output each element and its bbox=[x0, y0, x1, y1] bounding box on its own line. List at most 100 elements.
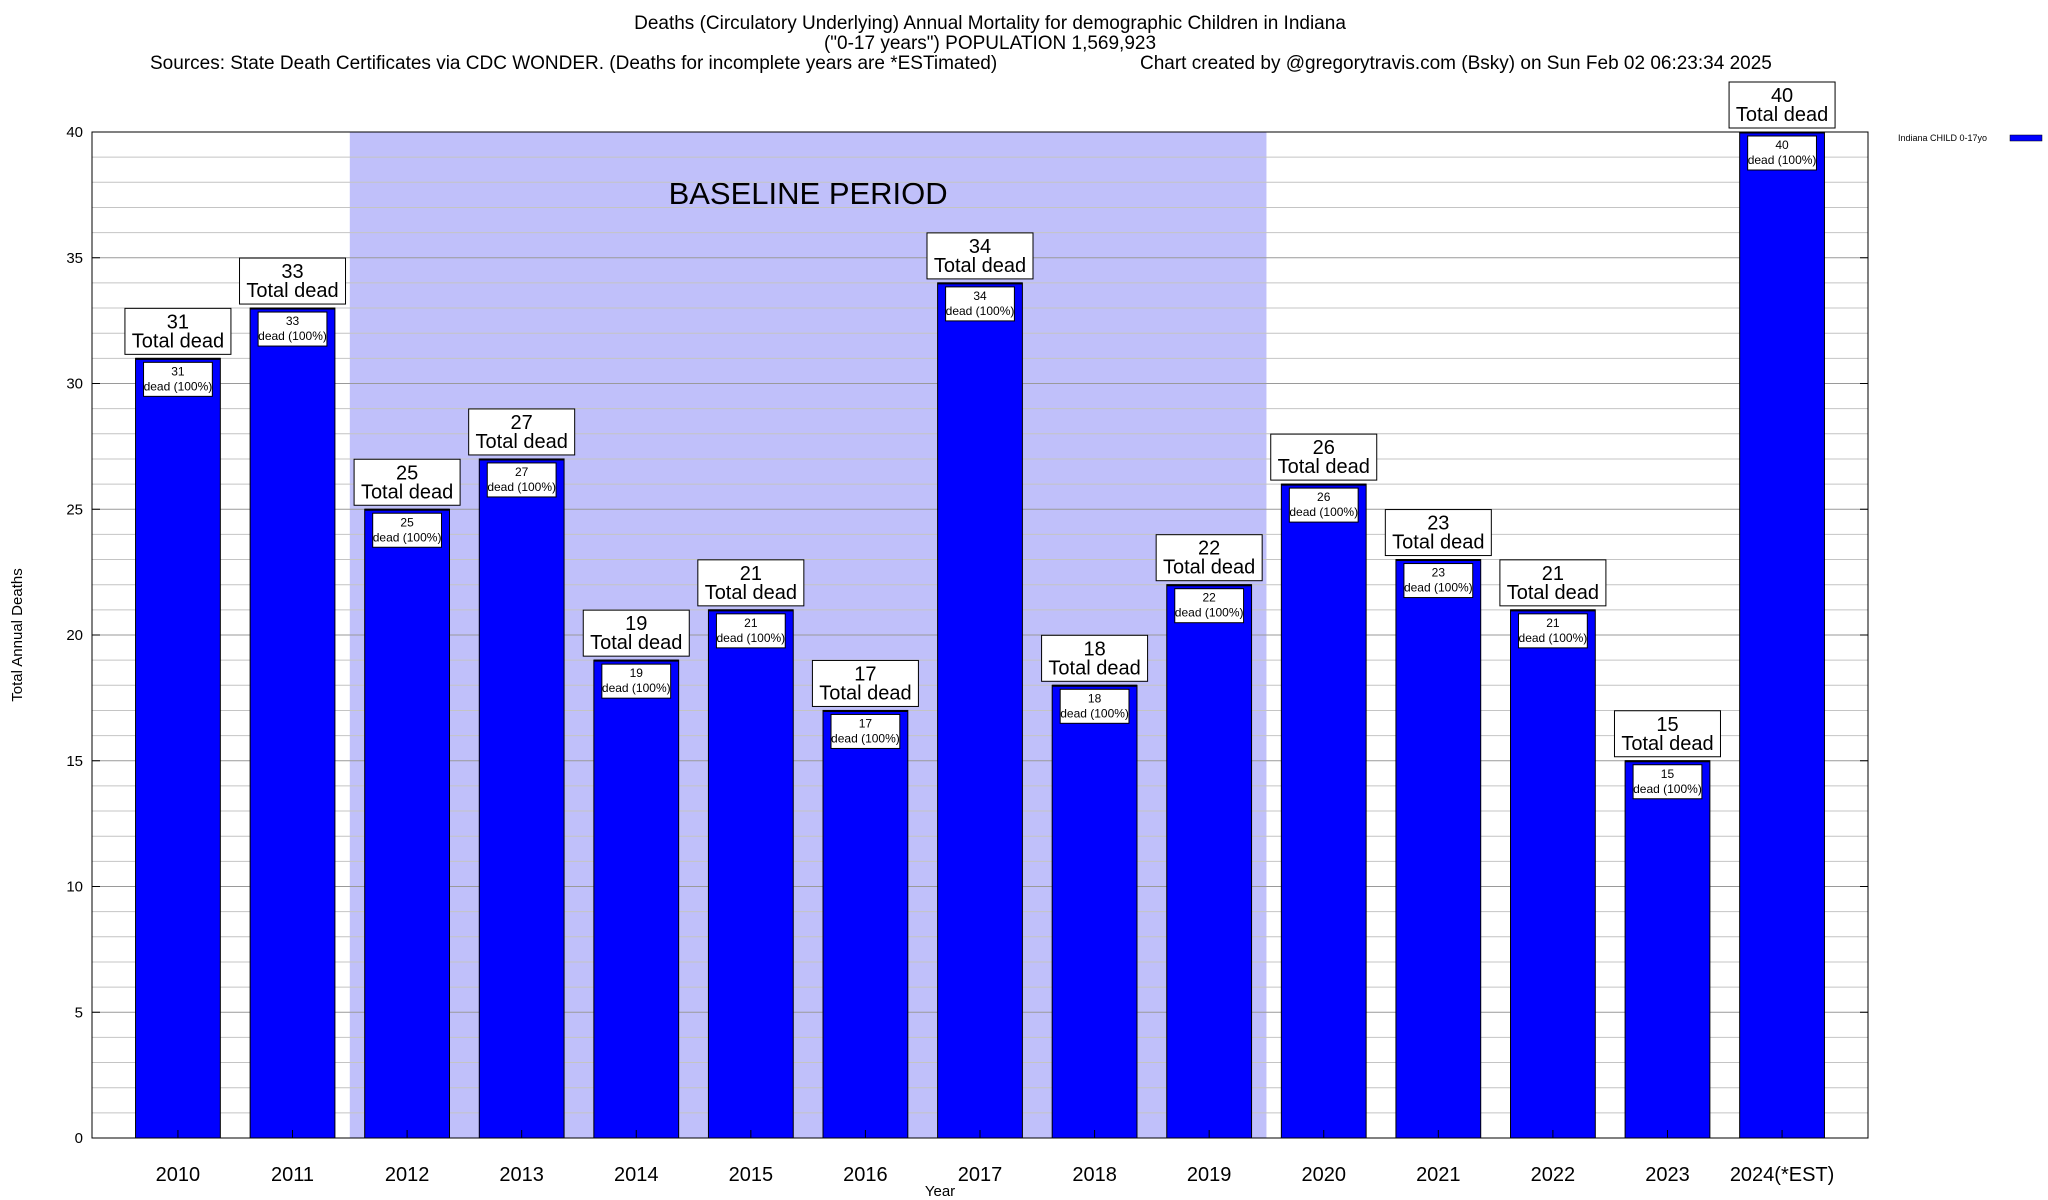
inner-label-text: dead (100%) bbox=[946, 304, 1015, 318]
bar bbox=[1510, 609, 1596, 1139]
x-axis-label: Year bbox=[925, 1183, 955, 1200]
inner-label-box bbox=[1288, 487, 1359, 523]
x-tick-label: 2016 bbox=[843, 1164, 888, 1186]
total-label-value: 21 bbox=[1542, 563, 1564, 585]
inner-label-box bbox=[1174, 588, 1245, 624]
total-label-text: Total dead bbox=[1621, 733, 1713, 755]
inner-label-box bbox=[945, 286, 1015, 322]
total-label-box bbox=[1041, 634, 1149, 682]
inner-label-box bbox=[1747, 135, 1817, 171]
total-label-value: 27 bbox=[511, 412, 533, 434]
inner-label-value: 17 bbox=[859, 716, 873, 730]
x-tick-label: 2013 bbox=[499, 1164, 544, 1186]
inner-label-box bbox=[715, 613, 786, 649]
inner-label-value: 15 bbox=[1661, 767, 1675, 781]
bar bbox=[249, 307, 336, 1139]
inner-label-box bbox=[1632, 764, 1703, 800]
y-tick-label: 10 bbox=[66, 879, 83, 896]
inner-label-text: dead (100%) bbox=[373, 530, 442, 544]
inner-label-text: dead (100%) bbox=[1519, 631, 1588, 645]
inner-label-value: 26 bbox=[1317, 490, 1331, 504]
x-tick-label: 2017 bbox=[958, 1164, 1003, 1186]
total-label-box bbox=[926, 232, 1034, 280]
x-tick-label: 2020 bbox=[1301, 1164, 1346, 1186]
total-label-box bbox=[1384, 509, 1492, 557]
inner-label-text: dead (100%) bbox=[144, 379, 213, 393]
legend: Indiana CHILD 0-17yo bbox=[1898, 133, 2043, 143]
total-label-text: Total dead bbox=[819, 682, 911, 704]
bar bbox=[1051, 684, 1138, 1139]
inner-label-box bbox=[1059, 688, 1130, 724]
x-tick-label: 2019 bbox=[1187, 1164, 1232, 1186]
x-tick-label: 2021 bbox=[1416, 1164, 1461, 1186]
inner-label-text: dead (100%) bbox=[1289, 505, 1358, 519]
inner-label-value: 18 bbox=[1088, 691, 1102, 705]
inner-label-value: 19 bbox=[630, 666, 644, 680]
bar bbox=[478, 458, 565, 1139]
bar bbox=[1280, 483, 1367, 1139]
total-label-value: 25 bbox=[396, 462, 418, 484]
total-label-box bbox=[468, 408, 576, 456]
total-label-box bbox=[1499, 559, 1607, 607]
bar bbox=[707, 609, 794, 1139]
inner-label-value: 27 bbox=[515, 465, 529, 479]
total-label-value: 26 bbox=[1313, 437, 1335, 459]
total-label-box bbox=[239, 257, 347, 305]
x-tick-label: 2024(*EST) bbox=[1730, 1164, 1835, 1186]
total-label-box bbox=[582, 609, 690, 657]
total-label-value: 33 bbox=[281, 261, 303, 283]
total-label-text: Total dead bbox=[705, 582, 797, 604]
y-tick-label: 5 bbox=[75, 1004, 83, 1021]
inner-label-box bbox=[372, 512, 442, 548]
inner-label-box bbox=[257, 311, 328, 347]
chart-title: Deaths (Circulatory Underlying) Annual M… bbox=[634, 13, 1346, 34]
inner-label-text: dead (100%) bbox=[602, 681, 671, 695]
inner-label-text: dead (100%) bbox=[1748, 153, 1817, 167]
bar bbox=[937, 282, 1023, 1139]
x-tick-label: 2018 bbox=[1072, 1164, 1117, 1186]
baseline-label: BASELINE PERIOD bbox=[669, 176, 948, 211]
inner-label-text: dead (100%) bbox=[831, 731, 900, 745]
inner-label-box bbox=[143, 361, 213, 397]
inner-label-text: dead (100%) bbox=[1633, 782, 1702, 796]
y-tick-label: 35 bbox=[66, 250, 83, 267]
x-tick-label: 2011 bbox=[271, 1164, 314, 1186]
inner-label-value: 21 bbox=[1546, 616, 1560, 630]
legend-entry-label: Indiana CHILD 0-17yo bbox=[1898, 133, 1987, 143]
y-tick-label: 40 bbox=[66, 124, 83, 141]
x-tick-label: 2022 bbox=[1531, 1164, 1576, 1186]
inner-label-box bbox=[830, 713, 901, 749]
inner-label-text: dead (100%) bbox=[1060, 706, 1129, 720]
y-tick-label: 25 bbox=[66, 501, 83, 518]
inner-label-value: 25 bbox=[400, 515, 414, 529]
total-label-text: Total dead bbox=[1048, 657, 1140, 679]
x-tick-label: 2014 bbox=[614, 1164, 659, 1186]
legend-swatch bbox=[2009, 134, 2043, 142]
total-label-value: 22 bbox=[1198, 538, 1220, 560]
total-label-box bbox=[353, 458, 461, 506]
total-label-value: 23 bbox=[1427, 513, 1449, 535]
y-tick-label: 0 bbox=[75, 1130, 83, 1147]
bar bbox=[1739, 131, 1825, 1139]
inner-label-text: dead (100%) bbox=[1404, 581, 1473, 595]
total-label-value: 18 bbox=[1083, 638, 1105, 660]
inner-label-text: dead (100%) bbox=[487, 480, 556, 494]
total-label-text: Total dead bbox=[590, 632, 682, 654]
inner-label-box bbox=[1403, 563, 1474, 599]
total-label-box bbox=[1728, 81, 1836, 129]
total-label-text: Total dead bbox=[246, 280, 338, 302]
bar bbox=[593, 659, 680, 1139]
inner-label-value: 33 bbox=[286, 314, 300, 328]
y-tick-label: 20 bbox=[66, 627, 83, 644]
x-tick-label: 2012 bbox=[385, 1164, 430, 1186]
y-axis-label: Total Annual Deaths bbox=[9, 568, 26, 701]
y-tick-label: 15 bbox=[66, 753, 83, 770]
total-label-text: Total dead bbox=[1392, 532, 1484, 554]
total-label-value: 34 bbox=[969, 236, 991, 258]
total-label-value: 31 bbox=[167, 311, 189, 333]
total-label-box bbox=[811, 659, 919, 707]
inner-label-text: dead (100%) bbox=[716, 631, 785, 645]
